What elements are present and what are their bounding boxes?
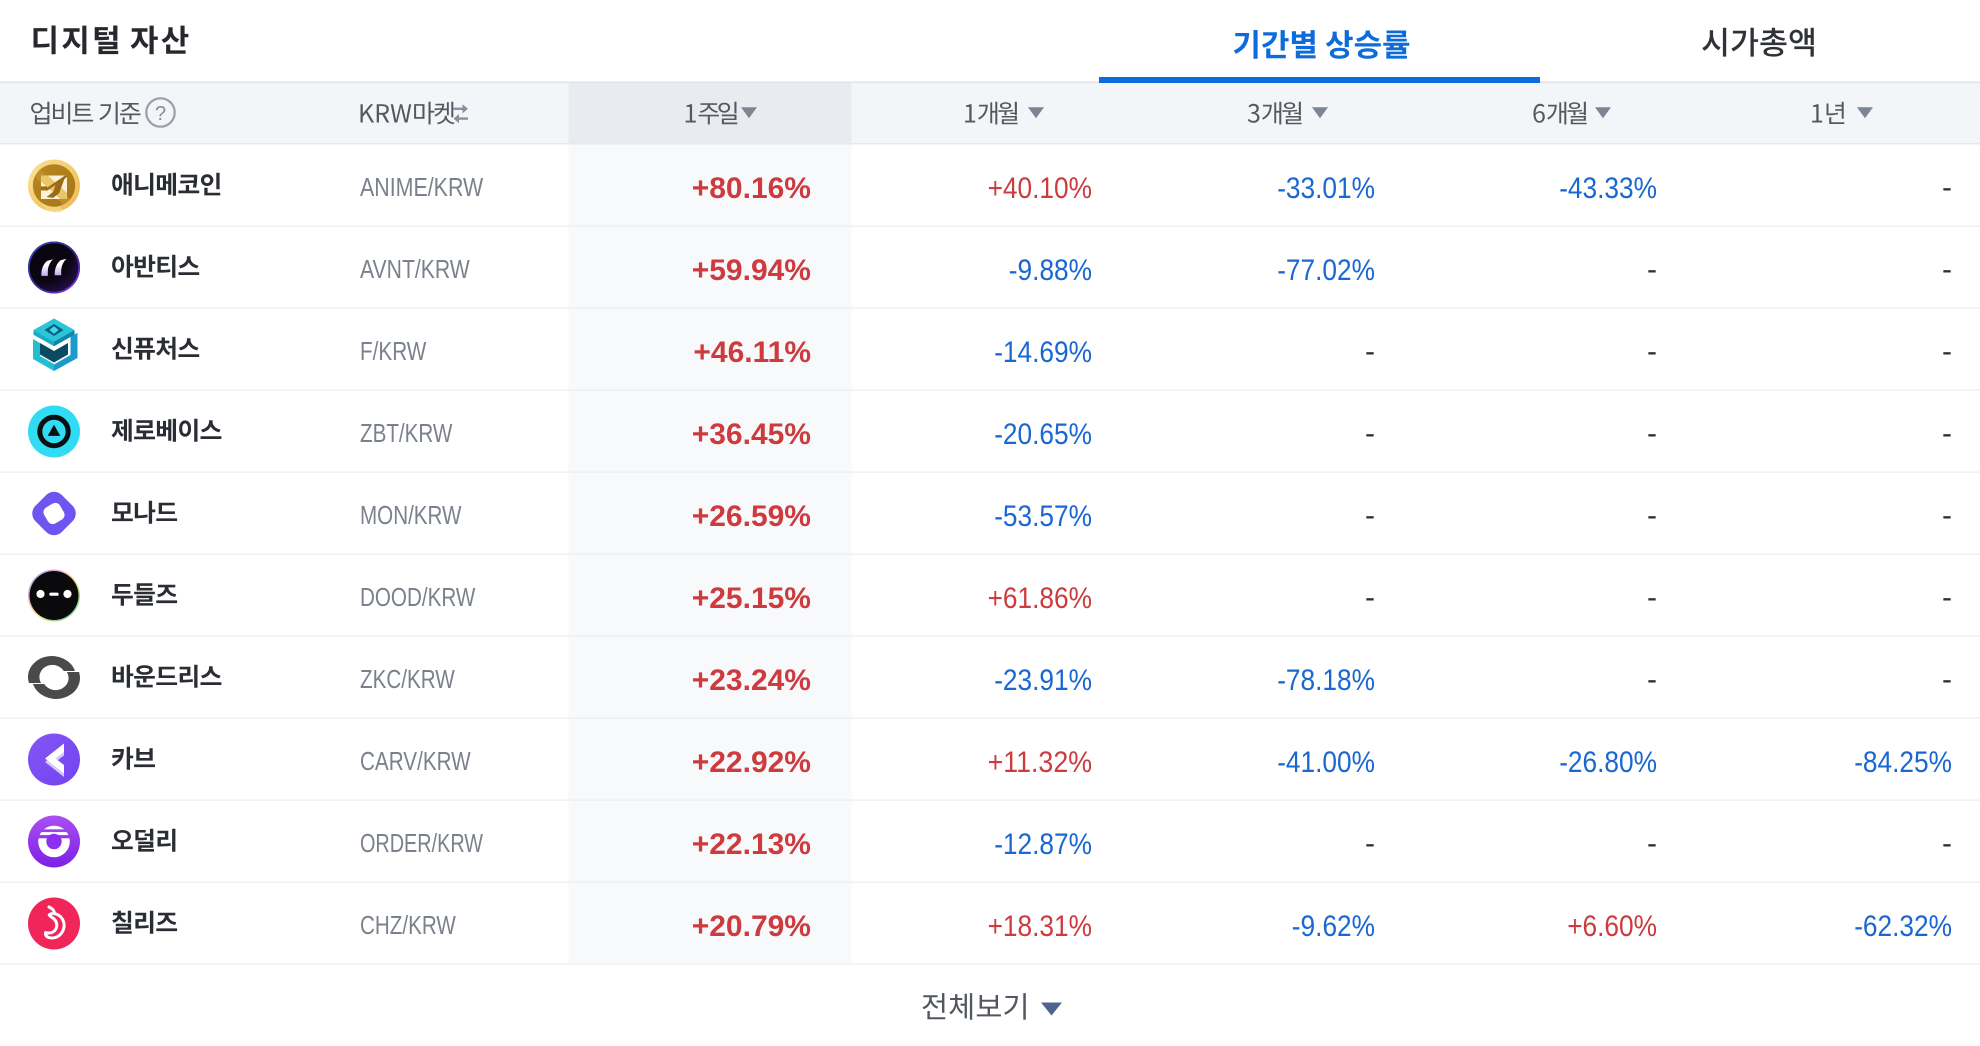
svg-text:-12.87%: -12.87% xyxy=(994,828,1092,861)
svg-text:ANIME/KRW: ANIME/KRW xyxy=(360,172,484,202)
svg-text:-26.80%: -26.80% xyxy=(1559,746,1657,779)
svg-text:-62.32%: -62.32% xyxy=(1854,910,1952,943)
svg-text:+61.86%: +61.86% xyxy=(988,582,1092,615)
svg-text:-9.62%: -9.62% xyxy=(1292,910,1375,943)
svg-text:CHZ/KRW: CHZ/KRW xyxy=(360,910,456,940)
svg-text:-: - xyxy=(1942,417,1952,450)
svg-text:-78.18%: -78.18% xyxy=(1277,664,1375,697)
svg-text:-14.69%: -14.69% xyxy=(994,336,1092,369)
svg-text:-53.57%: -53.57% xyxy=(994,500,1092,533)
svg-text:+46.11%: +46.11% xyxy=(693,336,811,369)
svg-text:-20.65%: -20.65% xyxy=(994,418,1092,451)
svg-text:CARV/KRW: CARV/KRW xyxy=(360,746,471,776)
svg-text:ORDER/KRW: ORDER/KRW xyxy=(360,828,483,858)
svg-text:+23.24%: +23.24% xyxy=(692,664,811,697)
svg-text:MON/KRW: MON/KRW xyxy=(360,500,462,530)
svg-text:+11.32%: +11.32% xyxy=(988,746,1092,779)
svg-text:+22.13%: +22.13% xyxy=(692,828,811,861)
svg-text:-43.33%: -43.33% xyxy=(1559,172,1657,205)
svg-text:+6.60%: +6.60% xyxy=(1567,910,1657,943)
svg-text:-23.91%: -23.91% xyxy=(994,664,1092,697)
svg-text:-41.00%: -41.00% xyxy=(1277,746,1375,779)
svg-text:-9.88%: -9.88% xyxy=(1009,254,1092,287)
svg-text:-: - xyxy=(1647,253,1657,286)
svg-text:-: - xyxy=(1647,827,1657,860)
svg-text:-: - xyxy=(1647,417,1657,450)
svg-text:-: - xyxy=(1942,827,1952,860)
svg-text:-: - xyxy=(1365,417,1375,450)
svg-text:-33.01%: -33.01% xyxy=(1277,172,1375,205)
svg-text:AVNT/KRW: AVNT/KRW xyxy=(360,254,470,284)
svg-text:-: - xyxy=(1942,581,1952,614)
svg-text:ZKC/KRW: ZKC/KRW xyxy=(360,664,455,694)
svg-text:-: - xyxy=(1942,335,1952,368)
svg-text:ZBT/KRW: ZBT/KRW xyxy=(360,418,453,448)
svg-text:?: ? xyxy=(155,103,166,125)
svg-text:F/KRW: F/KRW xyxy=(360,336,427,366)
svg-text:-77.02%: -77.02% xyxy=(1277,254,1375,287)
svg-text:-: - xyxy=(1942,663,1952,696)
svg-text:+26.59%: +26.59% xyxy=(692,500,811,533)
svg-text:-: - xyxy=(1942,253,1952,286)
svg-text:+25.15%: +25.15% xyxy=(692,582,811,615)
svg-text:-: - xyxy=(1942,171,1952,204)
svg-text:-: - xyxy=(1365,581,1375,614)
svg-text:+59.94%: +59.94% xyxy=(692,254,811,287)
svg-text:+36.45%: +36.45% xyxy=(692,418,811,451)
svg-text:+22.92%: +22.92% xyxy=(692,746,811,779)
svg-text:-: - xyxy=(1647,335,1657,368)
svg-text:-: - xyxy=(1365,335,1375,368)
svg-text:-: - xyxy=(1365,499,1375,532)
svg-text:+80.16%: +80.16% xyxy=(692,172,811,205)
svg-text:DOOD/KRW: DOOD/KRW xyxy=(360,582,476,612)
svg-text:-: - xyxy=(1647,581,1657,614)
svg-text:-84.25%: -84.25% xyxy=(1854,746,1952,779)
svg-text:+20.79%: +20.79% xyxy=(692,910,811,943)
svg-text:-: - xyxy=(1942,499,1952,532)
svg-text:+40.10%: +40.10% xyxy=(988,172,1092,205)
svg-text:+18.31%: +18.31% xyxy=(988,910,1092,943)
svg-text:-: - xyxy=(1647,663,1657,696)
svg-text:-: - xyxy=(1365,827,1375,860)
svg-text:-: - xyxy=(1647,499,1657,532)
